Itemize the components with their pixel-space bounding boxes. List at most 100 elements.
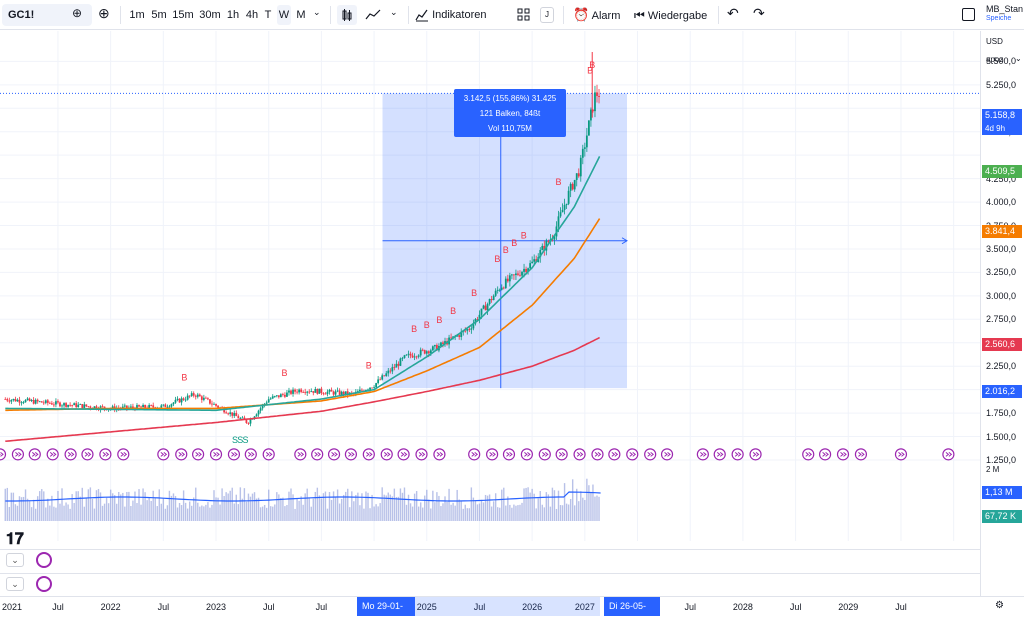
event-marker-arrow	[544, 451, 549, 457]
candle-body	[57, 401, 59, 403]
interval-day[interactable]: T	[264, 9, 272, 21]
range-arrow-right	[621, 237, 628, 245]
interval-30m[interactable]: 30m	[199, 9, 221, 21]
event-marker-arrow	[178, 451, 183, 457]
event-marker-arrow	[737, 451, 742, 457]
chevron-down-icon[interactable]: ⌄	[1015, 54, 1022, 63]
volume-bar	[584, 500, 586, 521]
candle-body	[417, 355, 420, 357]
volume-bar	[460, 500, 462, 521]
chevron-down-icon[interactable]: ⌄	[390, 7, 398, 17]
event-marker-arrow	[195, 451, 199, 457]
event-marker-icon	[81, 448, 94, 461]
event-marker-arrow	[386, 451, 391, 457]
indicators-button[interactable]: Indikatoren	[415, 5, 490, 25]
event-marker-icon	[713, 448, 726, 461]
event-marker-icon	[64, 448, 77, 461]
interval-15m[interactable]: 15m	[172, 9, 194, 21]
interval-week[interactable]: W	[277, 5, 291, 25]
candle-body	[36, 399, 39, 402]
time-tick-label: Jul	[684, 602, 696, 612]
cycle-indicator-icon[interactable]	[36, 552, 52, 568]
cycle-indicator-icon[interactable]	[36, 576, 52, 592]
volume-bar	[438, 495, 440, 521]
event-marker-icon	[99, 448, 112, 461]
event-marker-icon	[433, 448, 446, 461]
event-marker-arrow	[614, 451, 619, 457]
volume-bar	[588, 485, 590, 521]
event-marker-icon	[46, 448, 59, 461]
volume-bar	[144, 492, 146, 521]
volume-bar	[517, 505, 519, 521]
volume-bar	[231, 487, 233, 521]
volume-bar	[399, 488, 402, 521]
candles-icon[interactable]	[337, 5, 357, 25]
price-scale[interactable]: USD apoz ⌄ 5.500,05.250,04.750,04.250,04…	[980, 31, 1024, 596]
volume-bar	[367, 492, 369, 521]
expand-pane-button[interactable]: ⌄	[6, 577, 24, 591]
volume-bar	[193, 497, 195, 521]
volume-average-line	[5, 491, 601, 502]
event-marker-arrow	[31, 451, 36, 457]
candle-body	[369, 387, 371, 390]
replay-button[interactable]: ⏮ Wiedergabe	[634, 5, 714, 25]
line-chart-icon[interactable]	[363, 5, 383, 25]
candle-body	[395, 363, 398, 368]
volume-bar	[30, 507, 33, 521]
event-marker-arrow	[843, 451, 847, 457]
compare-icon[interactable]: ⊕	[72, 6, 83, 20]
undo-icon[interactable]: ↶	[727, 5, 739, 21]
candle-body	[484, 305, 487, 311]
time-axis[interactable]: 2021 Jul 2022 Jul 2023 Jul Jul 2025 Jul 2026 2027 J…	[0, 596, 1024, 630]
volume-bar	[95, 490, 98, 521]
volume-bar	[312, 498, 314, 521]
candle-body	[294, 389, 296, 392]
script-icon[interactable]: J	[540, 7, 554, 23]
interval-1h[interactable]: 1h	[226, 9, 240, 21]
event-marker-arrow	[474, 451, 478, 457]
candle-body	[521, 271, 523, 276]
tooltip-bars: 121 Balken, 84ßt	[479, 109, 541, 118]
add-symbol-icon[interactable]: ⊕	[98, 5, 110, 21]
layout-icon[interactable]	[962, 8, 975, 21]
candle-body	[209, 399, 211, 404]
interval-5m[interactable]: 5m	[151, 9, 167, 21]
event-marker-icon	[294, 448, 307, 461]
volume-bar	[310, 506, 312, 521]
indicators-icon	[415, 9, 428, 22]
symbol-search[interactable]: GC1!	[2, 4, 92, 26]
candle-body	[587, 120, 590, 136]
candle-body	[464, 330, 467, 332]
interval-1m[interactable]: 1m	[129, 9, 145, 21]
volume-bar	[478, 503, 481, 521]
alarm-button[interactable]: ⏰ Alarm	[573, 5, 625, 25]
event-marker-arrow	[632, 451, 637, 457]
tradingview-logo[interactable]: 𝟏𝟕	[6, 531, 24, 548]
volume-bar	[128, 491, 130, 521]
interval-month[interactable]: M	[296, 9, 306, 21]
layout-name[interactable]: MB_Stan	[986, 4, 1024, 14]
templates-icon[interactable]	[515, 5, 531, 25]
volume-bar	[233, 503, 235, 521]
candle-body	[375, 383, 378, 388]
candle-body	[519, 274, 521, 276]
scale-mode[interactable]: apoz	[986, 55, 1004, 64]
event-marker-arrow	[314, 451, 318, 457]
candle-body	[140, 406, 142, 408]
candle-body	[273, 396, 276, 397]
settings-gear-icon[interactable]: ⚙	[995, 600, 1004, 611]
expand-pane-button[interactable]: ⌄	[6, 553, 24, 567]
chevron-down-icon[interactable]: ⌄	[313, 7, 321, 17]
redo-icon[interactable]: ↷	[753, 5, 765, 21]
candle-body	[16, 399, 19, 402]
volume-bar	[188, 501, 191, 521]
volume-bar	[430, 508, 432, 521]
event-marker-arrow	[436, 451, 441, 457]
currency-label[interactable]: USD	[986, 37, 1003, 46]
volume-bar	[395, 497, 398, 521]
interval-4h[interactable]: 4h	[245, 9, 259, 21]
event-marker-arrow	[369, 451, 373, 457]
volume-bar	[545, 492, 548, 521]
